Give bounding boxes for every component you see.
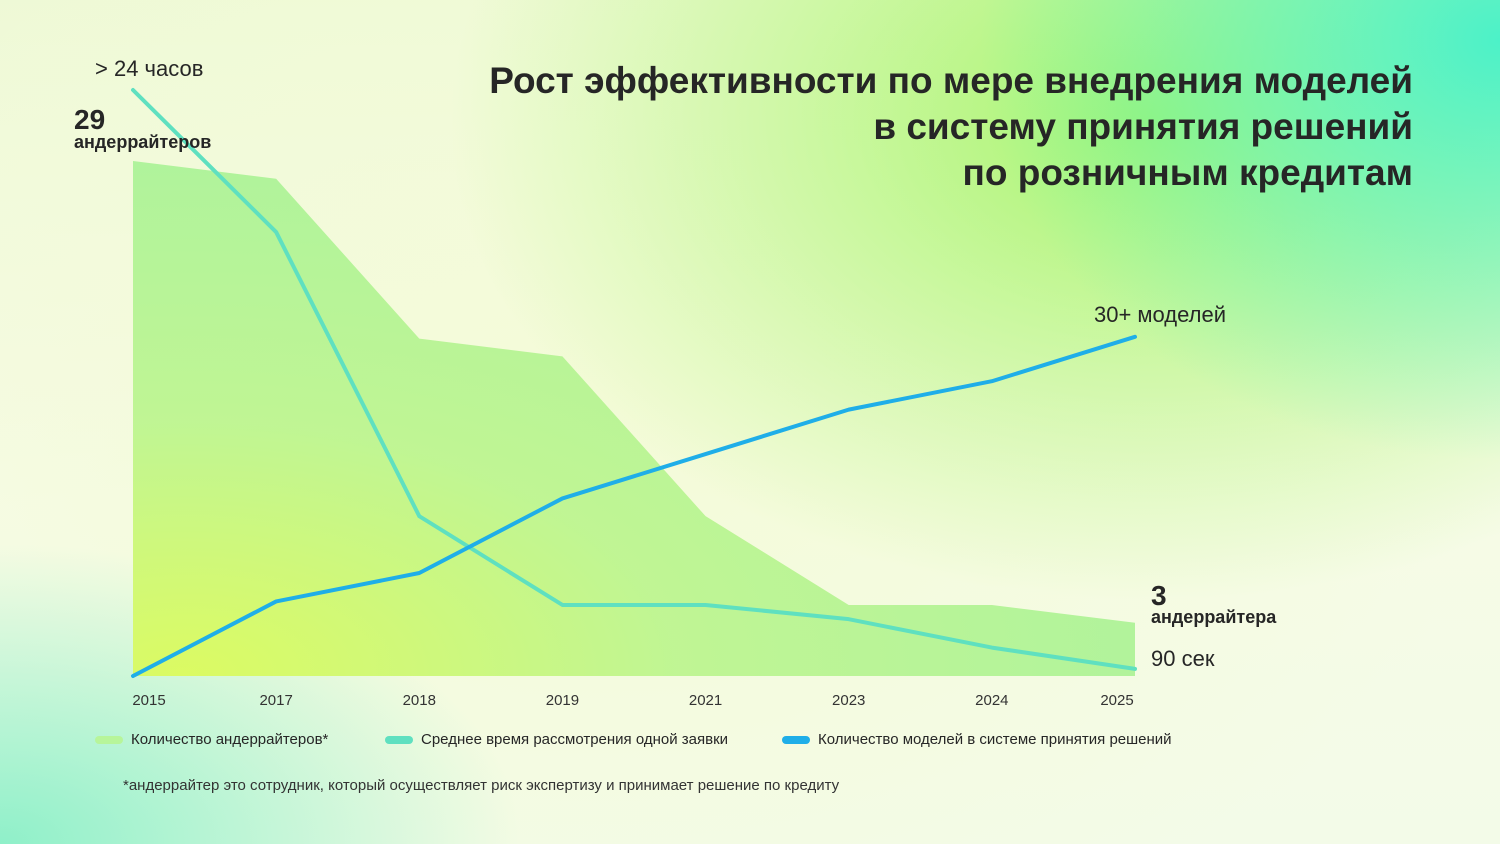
legend-item-underwriters: Количество андеррайтеров* — [95, 731, 328, 748]
title-line-2: в систему принятия решений — [873, 106, 1413, 147]
series-area-underwriters — [133, 161, 1135, 677]
legend-item-review-time: Среднее время рассмотрения одной заявки — [385, 731, 728, 748]
x-tick-label: 2023 — [832, 692, 865, 709]
legend-item-models: Количество моделей в системе принятия ре… — [782, 731, 1172, 748]
legend-label-review-time: Среднее время рассмотрения одной заявки — [421, 731, 729, 748]
x-tick-label: 2025 — [1100, 692, 1133, 709]
legend-swatch-models — [782, 735, 810, 744]
underwriters-end-value: 3 — [1151, 580, 1167, 611]
time-start-label: > 24 часов — [95, 56, 204, 81]
legend-label-underwriters: Количество андеррайтеров* — [131, 731, 329, 748]
x-tick-label: 2015 — [132, 692, 165, 709]
time-end-label: 90 сек — [1151, 646, 1215, 671]
x-tick-label: 2021 — [689, 692, 722, 709]
underwriters-start-value: 29 — [74, 104, 106, 135]
footnote: *андеррайтер это сотрудник, который осущ… — [123, 777, 840, 794]
underwriters-end-unit: андеррайтера — [1151, 607, 1277, 627]
models-end-label: 30+ моделей — [1094, 302, 1227, 327]
x-tick-label: 2018 — [403, 692, 436, 709]
title-line-3: по розничным кредитам — [962, 152, 1413, 193]
x-tick-label: 2024 — [975, 692, 1008, 709]
x-tick-label: 2017 — [259, 692, 292, 709]
chart-title: Рост эффективности по мере внедрения мод… — [413, 58, 1413, 196]
underwriters-start-unit: андеррайтеров — [74, 132, 212, 152]
series-line-models — [131, 334, 1137, 678]
legend: Количество андеррайтеров* Среднее время … — [0, 731, 1500, 753]
legend-label-models: Количество моделей в системе принятия ре… — [818, 731, 1172, 748]
x-tick-label: 2019 — [546, 692, 579, 709]
title-line-1: Рост эффективности по мере внедрения мод… — [489, 60, 1413, 101]
series-line-review-time — [131, 88, 1137, 671]
legend-swatch-underwriters — [95, 735, 123, 744]
legend-swatch-review-time — [385, 735, 413, 744]
